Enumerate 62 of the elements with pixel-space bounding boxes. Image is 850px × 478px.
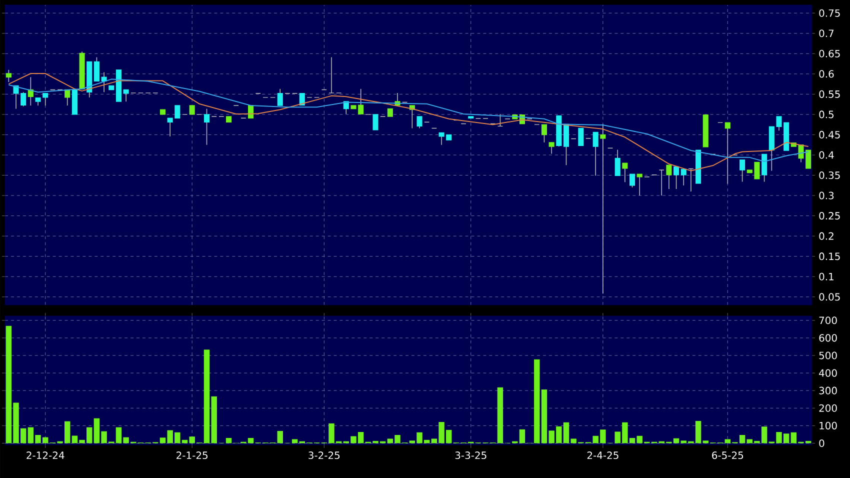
candlestick <box>578 128 584 146</box>
y-tick-label: 400 <box>819 369 837 377</box>
y-tick-label: 0.2 <box>819 232 834 240</box>
candlestick <box>328 56 334 94</box>
y-tick-label: 0.15 <box>819 252 840 260</box>
y-tick-label: 0.5 <box>819 110 834 118</box>
candlestick <box>416 116 422 129</box>
y-tick-label: 0.45 <box>819 130 840 138</box>
y-tick-label: 0.55 <box>819 90 840 98</box>
candlestick <box>680 168 686 186</box>
x-tick-label: 3-2-25 <box>308 451 340 460</box>
candlestick <box>724 122 730 184</box>
candlestick <box>636 174 642 196</box>
candlestick <box>548 142 554 154</box>
candlestick <box>563 124 570 166</box>
candlestick <box>123 89 129 102</box>
candlestick <box>6 69 12 82</box>
y-tick-label: 100 <box>820 422 837 430</box>
y-tick-label: 700 <box>819 316 837 324</box>
y-tick-label: 0.4 <box>819 151 834 159</box>
bar <box>519 429 526 444</box>
candlestick <box>600 124 606 294</box>
y-tick-label: 0.7 <box>819 30 834 38</box>
y-tick-label: 300 <box>819 386 837 394</box>
candlestick <box>658 170 664 196</box>
y-tick-label: 0.35 <box>819 171 840 180</box>
bar <box>277 430 283 444</box>
x-tick-label: 2-4-25 <box>587 451 618 460</box>
candlestick <box>629 174 636 188</box>
candlestick <box>740 159 746 182</box>
candlestick <box>277 88 283 106</box>
y-tick-label: 0 <box>819 439 824 447</box>
candlestick <box>762 154 768 182</box>
candlestick <box>64 89 70 106</box>
candlestick <box>592 132 598 176</box>
candlestick <box>372 114 378 130</box>
bar <box>226 438 232 444</box>
x-tick-label: 2-1-25 <box>176 451 208 460</box>
candlestick <box>688 168 694 192</box>
y-tick-label: 0.3 <box>819 192 834 200</box>
y-tick-label: 0.05 <box>819 293 840 301</box>
candlestick <box>622 162 628 183</box>
candlestick <box>674 166 680 190</box>
y-tick-label: 0.25 <box>819 212 840 220</box>
candlestick <box>204 108 210 146</box>
candlestick <box>94 56 100 82</box>
x-tick-label: 3-3-25 <box>455 451 486 460</box>
candlestick <box>541 124 547 143</box>
y-tick-label: 0.75 <box>819 9 840 17</box>
y-tick-label: 600 <box>819 334 837 342</box>
candlestick <box>614 149 620 176</box>
x-tick-label: 2-12-24 <box>26 451 64 459</box>
y-tick-label: 500 <box>819 352 837 360</box>
candlestick <box>666 164 672 190</box>
candlestick <box>497 114 503 127</box>
bar <box>292 439 298 444</box>
x-tick-label: 6-5-25 <box>712 451 744 460</box>
y-tick-label: 0.65 <box>819 50 840 58</box>
y-tick-label: 0.1 <box>819 272 834 280</box>
y-tick-label: 0.6 <box>819 70 834 78</box>
bar <box>497 387 504 444</box>
y-tick-label: 200 <box>819 404 837 412</box>
